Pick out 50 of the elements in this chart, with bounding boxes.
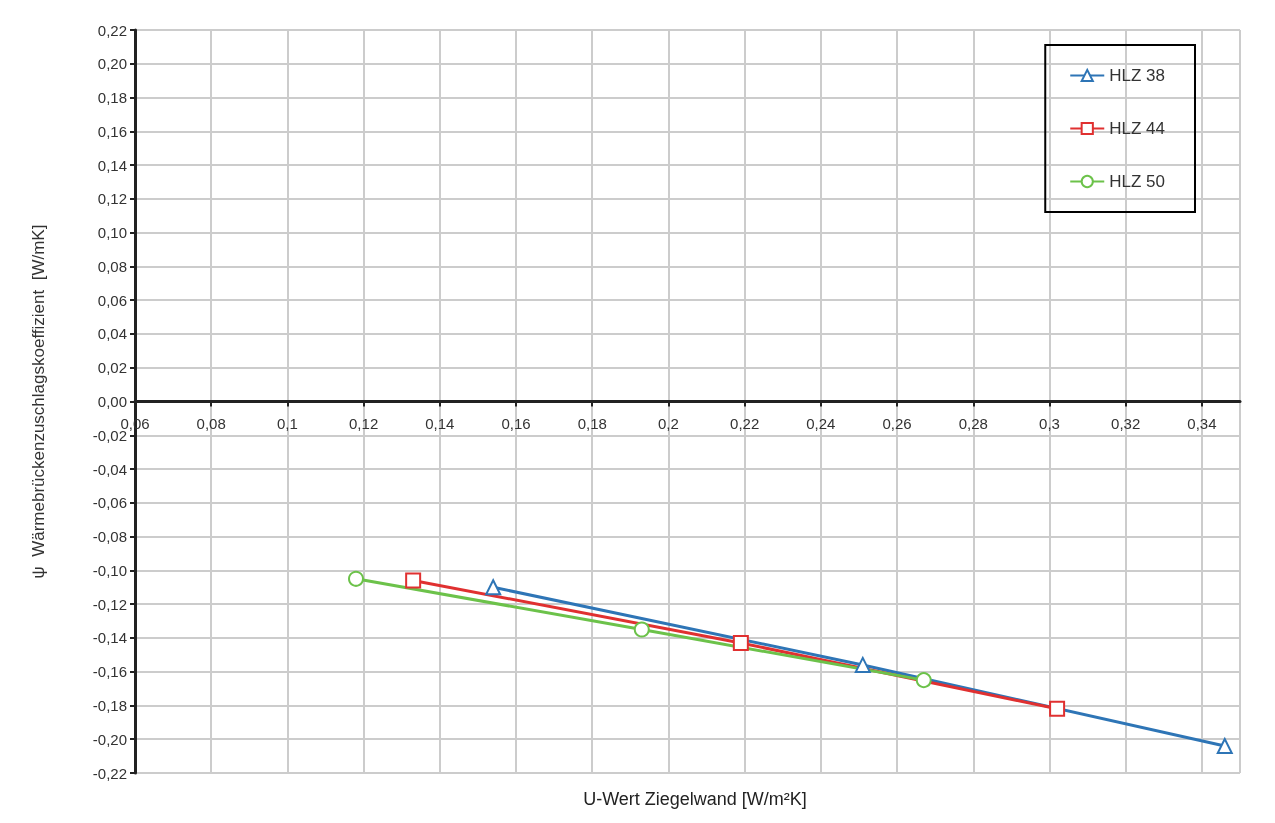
y-tick-label: 0,14 bbox=[97, 156, 127, 174]
x-tick-label: 0,22 bbox=[730, 414, 760, 432]
y-axis-title: ψ Wärmebrückenzuschlagskoeffizient [W/mK] bbox=[29, 224, 48, 579]
legend-label: HLZ 50 bbox=[1109, 172, 1165, 191]
point bbox=[732, 634, 749, 651]
x-tick-label: 0,1 bbox=[276, 414, 298, 432]
y-tick-label: -0,18 bbox=[92, 696, 127, 714]
y-tick-label: -0,08 bbox=[92, 528, 127, 546]
x-tick-label: 0,28 bbox=[958, 414, 988, 432]
x-tick-label: 0,08 bbox=[196, 414, 226, 432]
y-tick-label: 0,06 bbox=[97, 291, 127, 309]
y-tick-label: -0,06 bbox=[92, 494, 127, 512]
y-tick-label: 0,12 bbox=[97, 190, 127, 208]
point bbox=[915, 672, 932, 689]
y-tick-label: -0,10 bbox=[92, 561, 127, 579]
y-tick-label: 0,10 bbox=[97, 224, 127, 242]
y-tick-label: 0,22 bbox=[97, 21, 127, 39]
y-tick-label: -0,12 bbox=[92, 595, 127, 613]
x-tick-label: 0,12 bbox=[349, 414, 379, 432]
legend-label: HLZ 44 bbox=[1109, 119, 1165, 138]
y-tick-label: 0,08 bbox=[97, 257, 127, 275]
x-tick-label: 0,32 bbox=[1111, 414, 1141, 432]
y-tick-label: -0,20 bbox=[92, 730, 127, 748]
y-tick-label: -0,22 bbox=[92, 764, 127, 782]
point bbox=[1049, 700, 1066, 717]
x-tick-label: 0,34 bbox=[1187, 414, 1217, 432]
point bbox=[348, 570, 364, 587]
x-tick-label: 0,24 bbox=[806, 414, 836, 432]
legend-label: HLZ 38 bbox=[1109, 66, 1165, 85]
point bbox=[485, 579, 502, 596]
x-tick-label: 0,14 bbox=[425, 414, 455, 432]
x-tick-label: 0,18 bbox=[577, 414, 607, 432]
y-tick-label: 0,00 bbox=[97, 393, 127, 410]
x-tick-label: 0,16 bbox=[501, 414, 531, 432]
y-tick-label: -0,16 bbox=[92, 663, 127, 681]
y-tick-label: 0,02 bbox=[97, 359, 127, 377]
x-tick-label: 0,3 bbox=[1039, 414, 1060, 432]
point bbox=[633, 621, 650, 638]
y-tick-label: 0,18 bbox=[97, 89, 127, 107]
point bbox=[1216, 737, 1233, 754]
x-axis-title: U-Wert Ziegelwand [W/m²K] bbox=[583, 789, 807, 809]
y-tick-label: 0,16 bbox=[97, 122, 127, 140]
x-tick-label: 0,2 bbox=[658, 414, 679, 432]
point bbox=[405, 572, 422, 589]
y-tick-label: 0,04 bbox=[97, 325, 127, 343]
y-tick-label: -0,14 bbox=[92, 629, 127, 647]
x-tick-label: 0,26 bbox=[882, 414, 912, 432]
point bbox=[854, 656, 871, 673]
y-tick-label: 0,20 bbox=[97, 55, 127, 73]
y-tick-label: -0,04 bbox=[92, 460, 127, 478]
